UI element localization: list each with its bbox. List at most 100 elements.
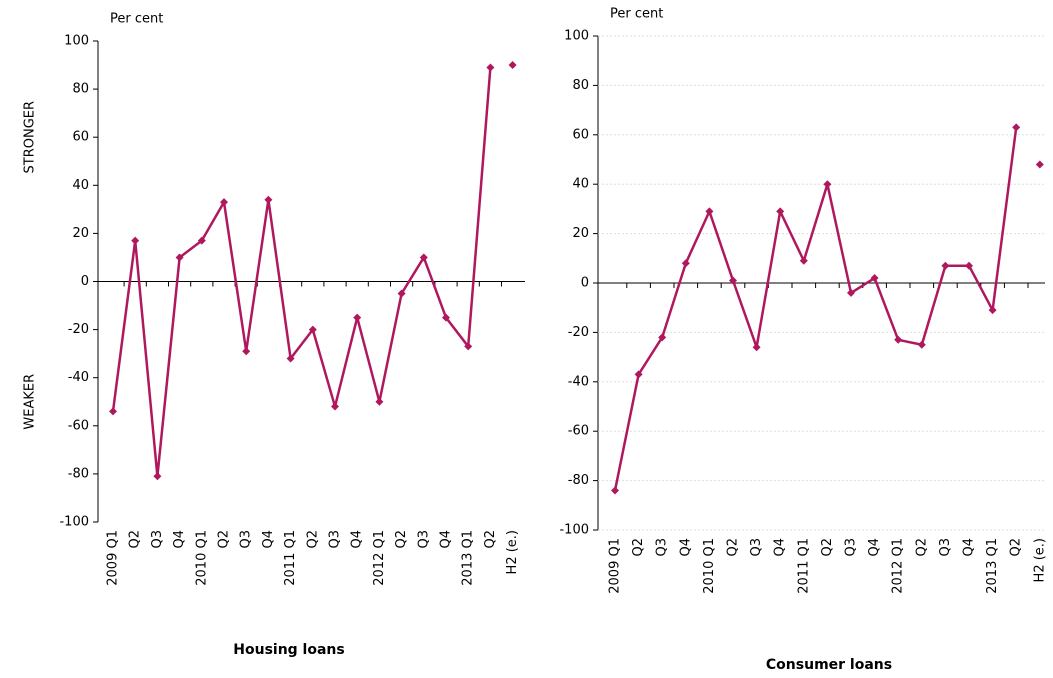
- point: [131, 236, 140, 245]
- point: [486, 63, 495, 72]
- point: [264, 195, 273, 204]
- point: [705, 207, 714, 216]
- chart-title: Housing loans: [233, 642, 344, 658]
- point: [508, 61, 517, 70]
- point: [611, 486, 619, 495]
- y-tick-label: -20: [68, 322, 89, 337]
- point: [847, 288, 855, 297]
- y-tick-label: 20: [572, 226, 589, 241]
- point: [353, 313, 362, 322]
- y-tick-label: 80: [72, 82, 89, 97]
- unit-label: Per cent: [110, 12, 163, 27]
- point: [988, 306, 997, 315]
- point: [658, 333, 667, 342]
- y-tick-label: -60: [68, 418, 89, 433]
- y-tick-label: -80: [568, 473, 589, 488]
- x-tick-label: Q4: [439, 530, 454, 549]
- x-tick-label: 2009 Q1: [608, 538, 623, 594]
- x-tick-label: 2010 Q1: [194, 530, 209, 586]
- series-line: [111, 67, 492, 478]
- point: [917, 340, 926, 349]
- x-tick-label: Q3: [416, 530, 431, 549]
- x-tick-label: Q3: [328, 530, 343, 549]
- x-tick-label: Q3: [150, 530, 165, 549]
- x-tick-label: Q4: [350, 530, 365, 549]
- x-tick-label: Q2: [217, 530, 232, 549]
- y-tick-label: -100: [59, 515, 89, 530]
- x-tick-label: 2013 Q1: [461, 530, 476, 586]
- x-tick-label: Q3: [749, 538, 764, 557]
- x-tick-label: 2011 Q1: [796, 538, 811, 594]
- x-tick-label: Q2: [631, 538, 646, 557]
- x-tick-label: Q2: [394, 530, 409, 549]
- point: [1012, 123, 1021, 132]
- point: [1035, 160, 1044, 169]
- point: [220, 198, 228, 207]
- y-tick-label: 40: [72, 178, 89, 193]
- direction-label: WEAKER: [23, 374, 38, 430]
- y-tick-label: 100: [564, 29, 589, 44]
- point: [870, 274, 879, 283]
- x-tick-label: 2012 Q1: [891, 538, 906, 594]
- point: [442, 313, 450, 322]
- x-tick-label: 2013 Q1: [985, 538, 1000, 594]
- x-tick-label: Q4: [261, 530, 276, 549]
- point: [681, 259, 690, 268]
- x-tick-label: 2010 Q1: [702, 538, 717, 594]
- point: [729, 276, 737, 285]
- x-tick-label: Q4: [678, 538, 693, 557]
- point: [419, 253, 428, 262]
- x-tick-label: H2 (e.): [505, 530, 520, 574]
- point: [308, 325, 317, 334]
- y-tick-label: 20: [72, 226, 89, 241]
- x-tick-label: Q2: [726, 538, 741, 557]
- point: [175, 253, 184, 262]
- x-tick-label: Q3: [239, 530, 254, 549]
- y-tick-label: -60: [568, 424, 589, 439]
- y-tick-label: 60: [72, 130, 89, 145]
- point: [153, 472, 162, 481]
- x-tick-label: 2012 Q1: [372, 530, 387, 586]
- point: [397, 289, 406, 298]
- point: [375, 397, 384, 406]
- x-tick-label: Q2: [1009, 538, 1024, 557]
- unit-label: Per cent: [610, 7, 663, 22]
- point: [286, 354, 295, 363]
- series-line: [613, 127, 1018, 491]
- y-tick-label: -100: [559, 523, 589, 538]
- x-tick-label: Q3: [844, 538, 859, 557]
- point: [464, 342, 473, 351]
- x-tick-label: Q2: [820, 538, 835, 557]
- x-tick-label: Q2: [483, 530, 498, 549]
- y-tick-label: -20: [568, 325, 589, 340]
- x-tick-label: Q4: [172, 530, 187, 549]
- x-tick-label: Q3: [655, 538, 670, 557]
- x-tick-label: 2009 Q1: [106, 530, 121, 586]
- direction-label: STRONGER: [23, 101, 38, 174]
- x-tick-label: 2011 Q1: [283, 530, 298, 586]
- y-tick-label: 0: [81, 274, 89, 289]
- point: [965, 261, 973, 270]
- y-tick-label: -80: [68, 466, 89, 481]
- x-tick-label: Q4: [962, 538, 977, 557]
- y-tick-label: 0: [581, 276, 589, 291]
- x-tick-label: Q2: [305, 530, 320, 549]
- x-tick-label: Q2: [128, 530, 143, 549]
- chart-title: Consumer loans: [766, 657, 892, 673]
- point: [634, 370, 643, 379]
- x-tick-label: Q4: [867, 538, 882, 557]
- y-tick-label: -40: [568, 374, 589, 389]
- point: [894, 335, 903, 344]
- point: [331, 402, 339, 411]
- x-tick-label: Q3: [938, 538, 953, 557]
- y-tick-label: 80: [572, 78, 589, 93]
- point: [941, 261, 950, 270]
- y-tick-label: 60: [572, 127, 589, 142]
- x-tick-label: H2 (e.): [1032, 538, 1047, 582]
- point: [823, 180, 832, 189]
- y-tick-label: -40: [68, 370, 89, 385]
- point: [776, 207, 785, 216]
- point: [752, 343, 761, 352]
- point: [197, 236, 206, 245]
